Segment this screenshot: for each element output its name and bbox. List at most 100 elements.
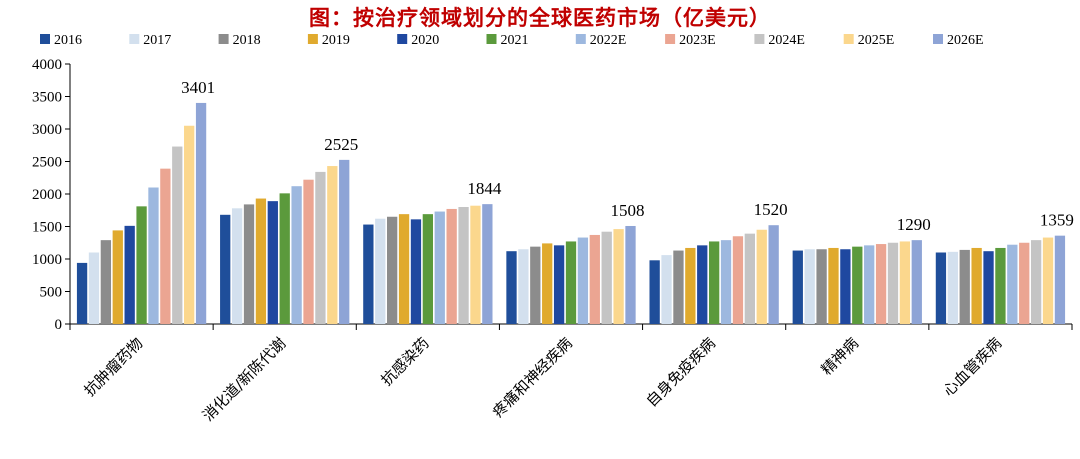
bar-2016 — [506, 251, 517, 324]
bar-2016 — [649, 260, 660, 324]
bar-2025E — [470, 205, 481, 324]
bar-2019 — [542, 243, 553, 324]
legend-swatch-2016 — [40, 34, 50, 44]
legend-label-2026E: 2026E — [947, 33, 984, 48]
bar-2017 — [947, 251, 958, 324]
legend-label-2020: 2020 — [411, 33, 439, 48]
legend: 2016 2017 2018 2019 2020 2021 2022E 2023E 2024E 2… — [40, 33, 984, 48]
bar-2019 — [828, 247, 839, 324]
bar-2020 — [267, 201, 278, 324]
legend-label-2019: 2019 — [322, 33, 350, 48]
bar-2023E — [732, 236, 744, 324]
legend-swatch-2025E — [843, 34, 854, 44]
bar-2019 — [398, 214, 410, 324]
bar-2025E — [613, 229, 624, 324]
bar-2024E — [744, 233, 755, 324]
data-label: 1520 — [754, 200, 788, 219]
bar-2024E — [1030, 240, 1042, 324]
bar-2023E — [589, 234, 600, 324]
bar-2025E — [327, 166, 338, 324]
bar-2019 — [255, 198, 267, 324]
x-axis: 抗肿瘤药物 消化道/新陈代谢 抗感染药 疼痛和神经疾病 自身免疫疾病 精神病 心血管疾病 — [69, 323, 1073, 425]
legend-label-2024E: 2024E — [768, 33, 805, 48]
legend-label-2022E: 2022E — [590, 33, 627, 48]
bar-2018 — [100, 240, 112, 324]
bars — [76, 102, 1066, 324]
x-category-label: 抗感染药 — [378, 334, 433, 389]
bar-2025E — [184, 125, 195, 324]
y-tick-label: 2000 — [32, 187, 62, 203]
legend-label-2023E: 2023E — [679, 33, 716, 48]
legend-swatch-2024E — [754, 34, 765, 44]
legend-swatch-2019 — [307, 34, 318, 44]
bar-2022E — [1007, 244, 1018, 324]
bar-2025E — [1042, 237, 1054, 324]
y-tick-label: 3500 — [32, 90, 62, 106]
legend-swatch-2022E — [575, 34, 586, 44]
bar-2018 — [673, 250, 684, 324]
bar-2016 — [220, 214, 231, 324]
data-label: 1844 — [467, 179, 502, 198]
bar-2021 — [136, 206, 147, 324]
bar-2016 — [792, 250, 803, 324]
bar-2018 — [530, 246, 541, 324]
bar-2022E — [291, 186, 302, 324]
bar-2026E — [768, 225, 779, 324]
bar-2025E — [756, 229, 767, 324]
data-label: 1290 — [897, 215, 931, 234]
bar-2017 — [518, 249, 529, 324]
bar-2018 — [959, 249, 970, 324]
data-label: 3401 — [181, 78, 215, 97]
legend-swatch-2017 — [129, 34, 140, 44]
y-tick-label: 1000 — [32, 252, 62, 268]
bar-2023E — [160, 168, 171, 324]
bar-2017 — [88, 252, 100, 324]
bar-2021 — [279, 193, 290, 324]
bar-2022E — [720, 240, 732, 324]
y-tick-label: 4000 — [32, 57, 62, 73]
bar-2021 — [852, 246, 863, 324]
chart-title: 图：按治疗领域划分的全球医药市场（亿美元） — [309, 6, 771, 30]
bar-2023E — [875, 244, 887, 324]
x-category-label: 精神病 — [818, 334, 863, 379]
bar-2020 — [983, 251, 994, 324]
bar-2021 — [422, 214, 434, 324]
x-category-label: 心血管疾病 — [939, 334, 1005, 400]
x-category-label: 自身免疫疾病 — [643, 334, 719, 410]
bar-2016 — [935, 252, 947, 324]
y-tick-label: 0 — [55, 317, 63, 333]
bar-2024E — [887, 242, 899, 324]
bar-2020 — [840, 249, 851, 324]
data-label: 2525 — [324, 135, 358, 154]
bar-2019 — [112, 230, 123, 324]
bar-2022E — [577, 237, 589, 324]
bar-2026E — [482, 204, 493, 324]
bar-2023E — [303, 179, 314, 324]
bar-2024E — [315, 171, 326, 324]
bar-2021 — [708, 241, 720, 324]
bar-2023E — [1019, 242, 1030, 324]
bar-2025E — [899, 241, 911, 324]
bar-2026E — [195, 102, 207, 324]
bar-2020 — [553, 245, 565, 324]
y-tick-label: 3000 — [32, 122, 62, 138]
bar-2018 — [387, 216, 398, 324]
bar-2026E — [1054, 235, 1066, 324]
bar-2021 — [995, 247, 1006, 324]
y-tick-label: 2500 — [32, 155, 62, 171]
legend-label-2017: 2017 — [143, 33, 171, 48]
bar-2022E — [148, 187, 159, 324]
bar-2020 — [410, 219, 422, 324]
legend-label-2018: 2018 — [233, 33, 261, 48]
data-labels: 3401 2525 1844 1508 1520 1290 1359 — [181, 78, 1074, 234]
data-label: 1508 — [611, 201, 645, 220]
bar-2019 — [971, 247, 982, 324]
y-axis: 0 500 1000 1500 2000 2500 3000 3500 4000 — [32, 57, 71, 333]
bar-2022E — [864, 245, 875, 324]
bar-2023E — [446, 208, 457, 324]
y-tick-label: 1500 — [32, 220, 62, 236]
bar-2024E — [458, 207, 469, 324]
bar-2016 — [76, 262, 88, 324]
x-category-label: 疼痛和神经疾病 — [489, 334, 576, 421]
